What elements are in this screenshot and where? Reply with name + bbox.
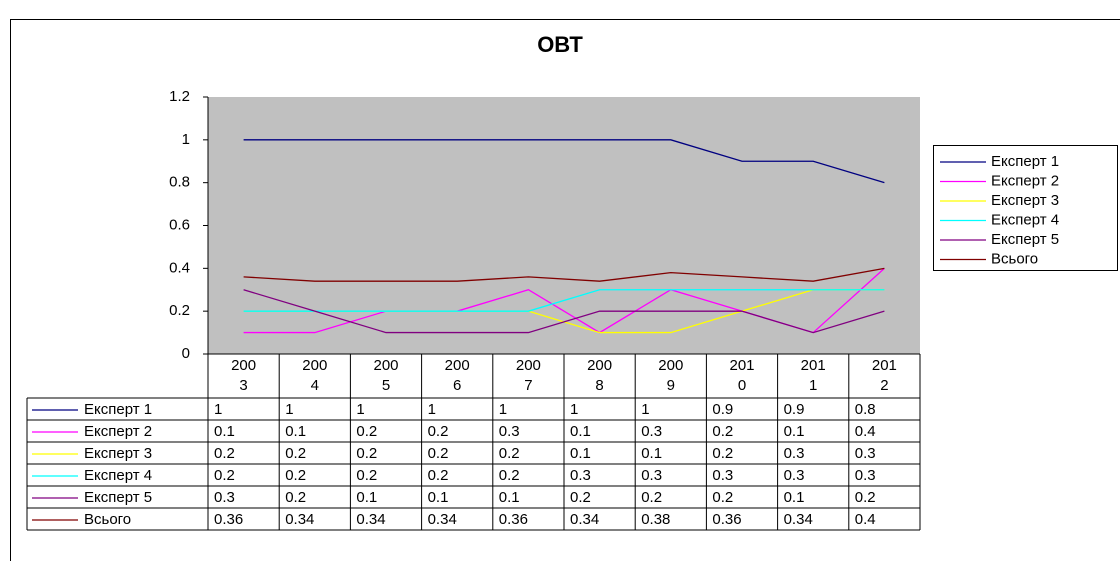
table-cell: 1 [428,401,436,418]
x-tick-label: 200 5 [373,357,398,394]
table-cell: 0.34 [570,511,599,528]
table-cell: 0.1 [641,445,662,462]
table-cell: 0.2 [712,445,733,462]
y-tick-label: 0.8 [169,174,190,191]
table-cell: 1 [356,401,364,418]
table-cell: 0.2 [285,489,306,506]
y-tick-label: 0.6 [169,216,190,233]
table-row-label: Експерт 5 [84,489,152,506]
table-cell: 0.34 [784,511,813,528]
table-cell: 0.1 [570,423,591,440]
table-cell: 0.2 [214,467,235,484]
table-cell: 0.1 [784,423,805,440]
table-row-label: Експерт 1 [84,401,152,418]
table-row-label: Експерт 2 [84,423,152,440]
table-cell: 0.3 [855,467,876,484]
x-tick-label: 201 1 [801,357,826,394]
table-row-label: Всього [84,511,131,528]
x-tick-label: 200 3 [231,357,256,394]
legend-label: Всього [991,250,1038,267]
table-cell: 0.4 [855,511,876,528]
chart-title: ОВТ [537,32,583,57]
table-cell: 0.1 [428,489,449,506]
table-cell: 1 [499,401,507,418]
table-cell: 0.36 [214,511,243,528]
table-cell: 0.1 [214,423,235,440]
table-cell: 0.3 [712,467,733,484]
table-cell: 0.2 [570,489,591,506]
table-cell: 1 [641,401,649,418]
table-cell: 0.3 [855,445,876,462]
table-cell: 0.38 [641,511,670,528]
legend-label: Експерт 2 [991,172,1059,189]
table-cell: 0.2 [712,423,733,440]
table-cell: 0.34 [356,511,385,528]
x-tick-label: 200 4 [302,357,327,394]
table-cell: 0.2 [214,445,235,462]
table-cell: 0.3 [214,489,235,506]
table-cell: 0.2 [285,467,306,484]
x-tick-label: 201 2 [872,357,897,394]
table-cell: 0.2 [428,467,449,484]
table-cell: 0.2 [499,445,520,462]
series-line [243,289,885,334]
series-line [243,267,885,282]
table-cell: 0.1 [570,445,591,462]
table-cell: 0.3 [784,467,805,484]
table-cell: 1 [285,401,293,418]
legend-label: Експерт 1 [991,153,1059,170]
table-cell: 0.1 [499,489,520,506]
table-cell: 0.2 [641,489,662,506]
legend-label: Експерт 4 [991,211,1059,228]
table-cell: 0.9 [784,401,805,418]
series-line [243,139,885,184]
table-cell: 0.2 [285,445,306,462]
legend-label: Експерт 5 [991,231,1059,248]
table-cell: 0.36 [499,511,528,528]
legend [933,145,1118,271]
table-cell: 0.3 [641,467,662,484]
legend-label: Експерт 3 [991,192,1059,209]
table-cell: 0.2 [356,445,377,462]
table-cell: 0.1 [285,423,306,440]
x-tick-label: 200 8 [587,357,612,394]
table-cell: 0.1 [784,489,805,506]
y-tick-label: 0.4 [169,259,190,276]
series-line [243,289,885,312]
table-cell: 0.2 [356,467,377,484]
x-tick-label: 200 6 [445,357,470,394]
table-cell: 0.3 [784,445,805,462]
x-tick-label: 201 0 [729,357,754,394]
y-tick-label: 1.2 [169,88,190,105]
y-tick-label: 1 [182,131,190,148]
table-cell: 0.8 [855,401,876,418]
table-row-label: Експерт 3 [84,445,152,462]
table-cell: 0.3 [641,423,662,440]
table-cell: 0.1 [356,489,377,506]
x-tick-label: 200 9 [658,357,683,394]
table-cell: 0.34 [285,511,314,528]
table-cell: 0.2 [356,423,377,440]
table-cell: 1 [570,401,578,418]
y-tick-label: 0.2 [169,302,190,319]
table-cell: 1 [214,401,222,418]
table-cell: 0.2 [499,467,520,484]
table-cell: 0.34 [428,511,457,528]
table-cell: 0.2 [712,489,733,506]
table-cell: 0.3 [499,423,520,440]
table-cell: 0.2 [428,423,449,440]
x-tick-label: 200 7 [516,357,541,394]
table-row-label: Експерт 4 [84,467,152,484]
plot-area [208,97,920,354]
table-cell: 0.4 [855,423,876,440]
table-cell: 0.36 [712,511,741,528]
y-tick-label: 0 [182,345,190,362]
table-cell: 0.2 [855,489,876,506]
table-cell: 0.2 [428,445,449,462]
table-cell: 0.3 [570,467,591,484]
table-cell: 0.9 [712,401,733,418]
